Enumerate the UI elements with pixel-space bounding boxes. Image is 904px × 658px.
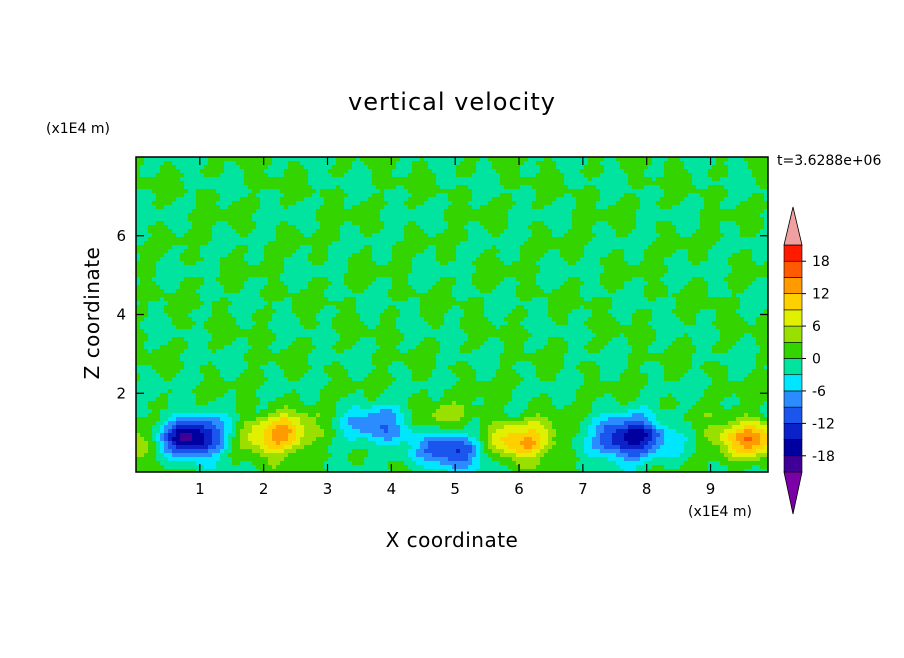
colorbar-label: -6	[812, 384, 826, 400]
x-tick-label: 4	[387, 480, 397, 498]
x-tick-label: 8	[642, 480, 652, 498]
time-label: t=3.6288e+06	[777, 154, 881, 168]
colorbar: 18 12 6 0 -6 -12 -18	[784, 207, 835, 514]
colorbar-segment	[784, 391, 802, 407]
colorbar-segment	[784, 261, 802, 277]
x-tick-label: 6	[514, 480, 524, 498]
colorbar-segment	[784, 456, 802, 472]
colorbar-segment	[784, 310, 802, 326]
colorbar-label: 0	[812, 352, 821, 368]
x-tick-label: 7	[578, 480, 588, 498]
colorbar-segment	[784, 423, 802, 439]
y-tick-label: 4	[116, 306, 126, 324]
y-axis-unit: (x1E4 m)	[46, 122, 110, 136]
colorbar-label: 18	[812, 254, 830, 270]
y-tick-label: 6	[116, 227, 126, 245]
x-tick-label: 1	[195, 480, 205, 498]
colorbar-label: -18	[812, 449, 835, 465]
x-tick-label: 9	[706, 480, 716, 498]
colorbar-segment	[784, 407, 802, 423]
colorbar-label: 12	[812, 287, 830, 303]
x-axis-unit: (x1E4 m)	[688, 505, 752, 519]
colorbar-segment	[784, 326, 802, 342]
colorbar-label: 6	[812, 319, 821, 335]
x-axis-label: X coordinate	[136, 530, 768, 550]
colorbar-segment	[784, 277, 802, 293]
colorbar-top-arrow	[784, 207, 802, 245]
colorbar-segment	[784, 440, 802, 456]
contour-field	[136, 157, 768, 472]
x-tick-label: 5	[450, 480, 460, 498]
x-tick-label: 3	[323, 480, 333, 498]
y-tick-label: 2	[116, 384, 126, 402]
y-axis-label: Z coordinate	[82, 247, 102, 380]
chart-title: vertical velocity	[0, 90, 904, 114]
colorbar-segment	[784, 245, 802, 261]
colorbar-segment	[784, 359, 802, 375]
colorbar-segment	[784, 375, 802, 391]
x-tick-label: 2	[259, 480, 269, 498]
colorbar-bottom-arrow	[784, 472, 802, 514]
colorbar-segment	[784, 342, 802, 358]
colorbar-segment	[784, 294, 802, 310]
colorbar-label: -12	[812, 416, 835, 432]
